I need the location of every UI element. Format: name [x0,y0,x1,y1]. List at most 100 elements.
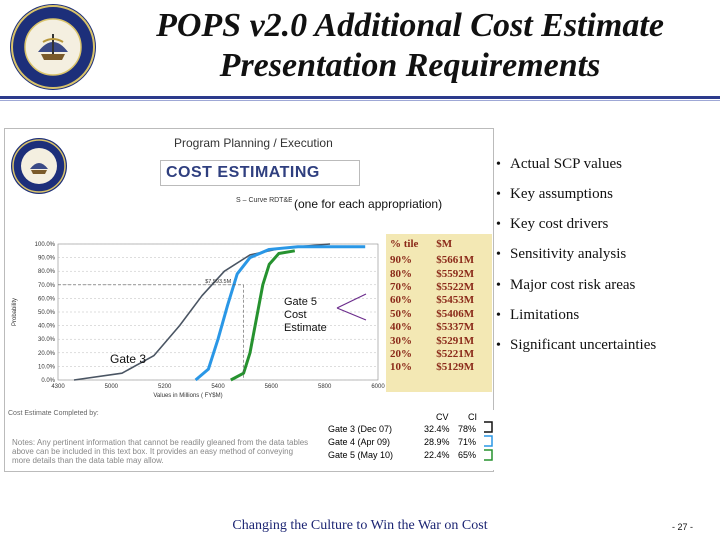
gate-value: 32.4% [424,424,450,434]
table-cell: 10% [390,361,412,374]
page-number: - 27 - [672,522,694,532]
table-row: 10% $5129M [386,361,492,374]
requirement-label: Actual SCP values [510,156,622,172]
title-divider-thin [0,100,720,101]
gate5-arrow [336,293,367,321]
cost-estimating-title: COST ESTIMATING [166,164,320,181]
gate5-label-line2: Cost [284,309,307,321]
table-cell: $5406M [436,307,475,320]
table-cell: 60% [390,294,412,307]
bullet-icon: • [496,338,501,353]
bullet-icon: • [496,278,501,293]
requirement-item: • Significant uncertainties [496,337,656,354]
table-cell: $5129M [436,361,475,374]
requirement-label: Sensitivity analysis [510,246,627,262]
table-header-row: % tile $M [386,234,492,254]
gate5-label: Gate 5 Cost Estimate [284,296,327,335]
gate-value: 71% [458,437,476,447]
y-tick-label: 100.0% [35,242,56,248]
requirement-label: Limitations [510,307,580,323]
slide-title: POPS v2.0 Additional Cost Estimate Prese… [110,6,710,86]
x-tick-label: 6000 [371,384,385,390]
table-row: 40% $5337M [386,321,492,334]
y-tick-label: 90.0% [38,256,56,262]
requirement-item: • Major cost risk areas [496,277,635,294]
table-row: 70% $5522M [386,281,492,294]
x-axis-label: Values in Millions ( FY$M) [153,393,222,399]
table-cell: $5661M [436,254,475,267]
title-divider [0,96,720,99]
notes-text: Notes: Any pertinent information that ca… [12,438,309,465]
bullet-icon: • [496,217,501,232]
cost-title-box [160,160,360,186]
percentile-table: % tile $M 90% $5661M 80% $5592M 70% $5522M 60% $5… [386,234,492,392]
requirement-label: Key cost drivers [510,216,609,232]
bullet-icon: • [496,308,501,323]
gate5-label-line1: Gate 5 [284,296,318,308]
gates-header-cv: CV [436,412,449,422]
panel-navy-seal-logo [11,138,67,194]
table-cell: 50% [390,307,412,320]
gate-value: 28.9% [424,437,450,447]
y-tick-label: 70.0% [38,283,56,289]
table-cell: $5221M [436,347,475,360]
gates-table-svg: CV CI Gate 3 (Dec 07) 32.4% 78% Gate 4 (Apr… [328,412,493,461]
y-tick-label: 20.0% [38,351,56,357]
slide-title-line1: POPS v2.0 Additional Cost Estimate [156,7,664,44]
table-row: 80% $5592M [386,267,492,280]
gate3-bracket [484,421,493,433]
footer-slogan: Changing the Culture to Win the War on C… [232,518,488,533]
navy-seal-logo [10,4,96,90]
table-row: 20% $5221M [386,348,492,361]
scurve-label: S – Curve RDT&E [236,197,293,204]
x-tick-label: 5000 [105,384,119,390]
gate-value: 78% [458,424,476,434]
y-tick-label: 30.0% [38,337,56,343]
gate-value: 22.4% [424,450,450,460]
requirement-label: Significant uncertainties [510,337,657,353]
requirement-item: • Limitations [496,307,579,324]
bullet-icon: • [496,157,501,172]
table-row: 60% $5453M [386,294,492,307]
y-tick-label: 40.0% [38,324,56,330]
table-cell: 40% [390,321,412,334]
table-cell: 80% [390,267,412,280]
x-tick-label: 5600 [265,384,279,390]
gate3-label: Gate 3 [110,352,147,366]
slide-title-line2: Presentation Requirements [219,47,601,84]
x-tick-label: 5400 [211,384,225,390]
y-tick-label: 50.0% [38,310,56,316]
chart-annotations: $7,593.5M [58,279,367,380]
requirement-label: Key assumptions [510,186,613,202]
y-tick-label: 60.0% [38,296,56,302]
cost-completed-label: Cost Estimate Completed by: [8,410,99,417]
table-header-cell: % tile [390,238,419,250]
gates-header-ci: CI [468,412,477,422]
table-cell: 70% [390,280,412,293]
bullet-icon: • [496,247,501,262]
series-line [230,249,296,382]
table-header-cell: $M [436,238,453,250]
gate4-bracket [484,435,493,447]
gate5-bracket [484,449,493,461]
table-cell: $5522M [436,280,475,293]
table-cell: $5337M [436,321,475,334]
requirement-item: • Actual SCP values [496,156,622,173]
table-cell: 90% [390,254,412,267]
gates-table: CV CI Gate 3 (Dec 07) 32.4% 78% Gate 4 (Apr… [316,410,496,470]
y-tick-label: 10.0% [38,364,56,370]
series-line [194,245,366,382]
bullet-icon: • [496,187,501,202]
table-row: 30% $5291M [386,334,492,347]
program-title: Program Planning / Execution [174,136,333,150]
table-row: 50% $5406M [386,308,492,321]
requirement-item: • Key assumptions [496,186,613,203]
table-cell: $5291M [436,334,475,347]
chart-axes: 0.0% 10.0% 20.0% 30.0% 40.0% 50.0% 60.0% 70.0% 8… [12,242,385,399]
gates-rows: Gate 3 (Dec 07) 32.4% 78% Gate 4 (Apr 09) 28… [328,424,476,460]
y-tick-label: 80.0% [38,269,56,275]
table-cell: 30% [390,334,412,347]
appropriation-note: (one for each appropriation) [292,197,445,211]
x-tick-label: 4300 [51,384,65,390]
s-curve-chart: 0.0% 10.0% 20.0% 30.0% 40.0% 50.0% 60.0% 70.0% 8… [12,242,385,399]
